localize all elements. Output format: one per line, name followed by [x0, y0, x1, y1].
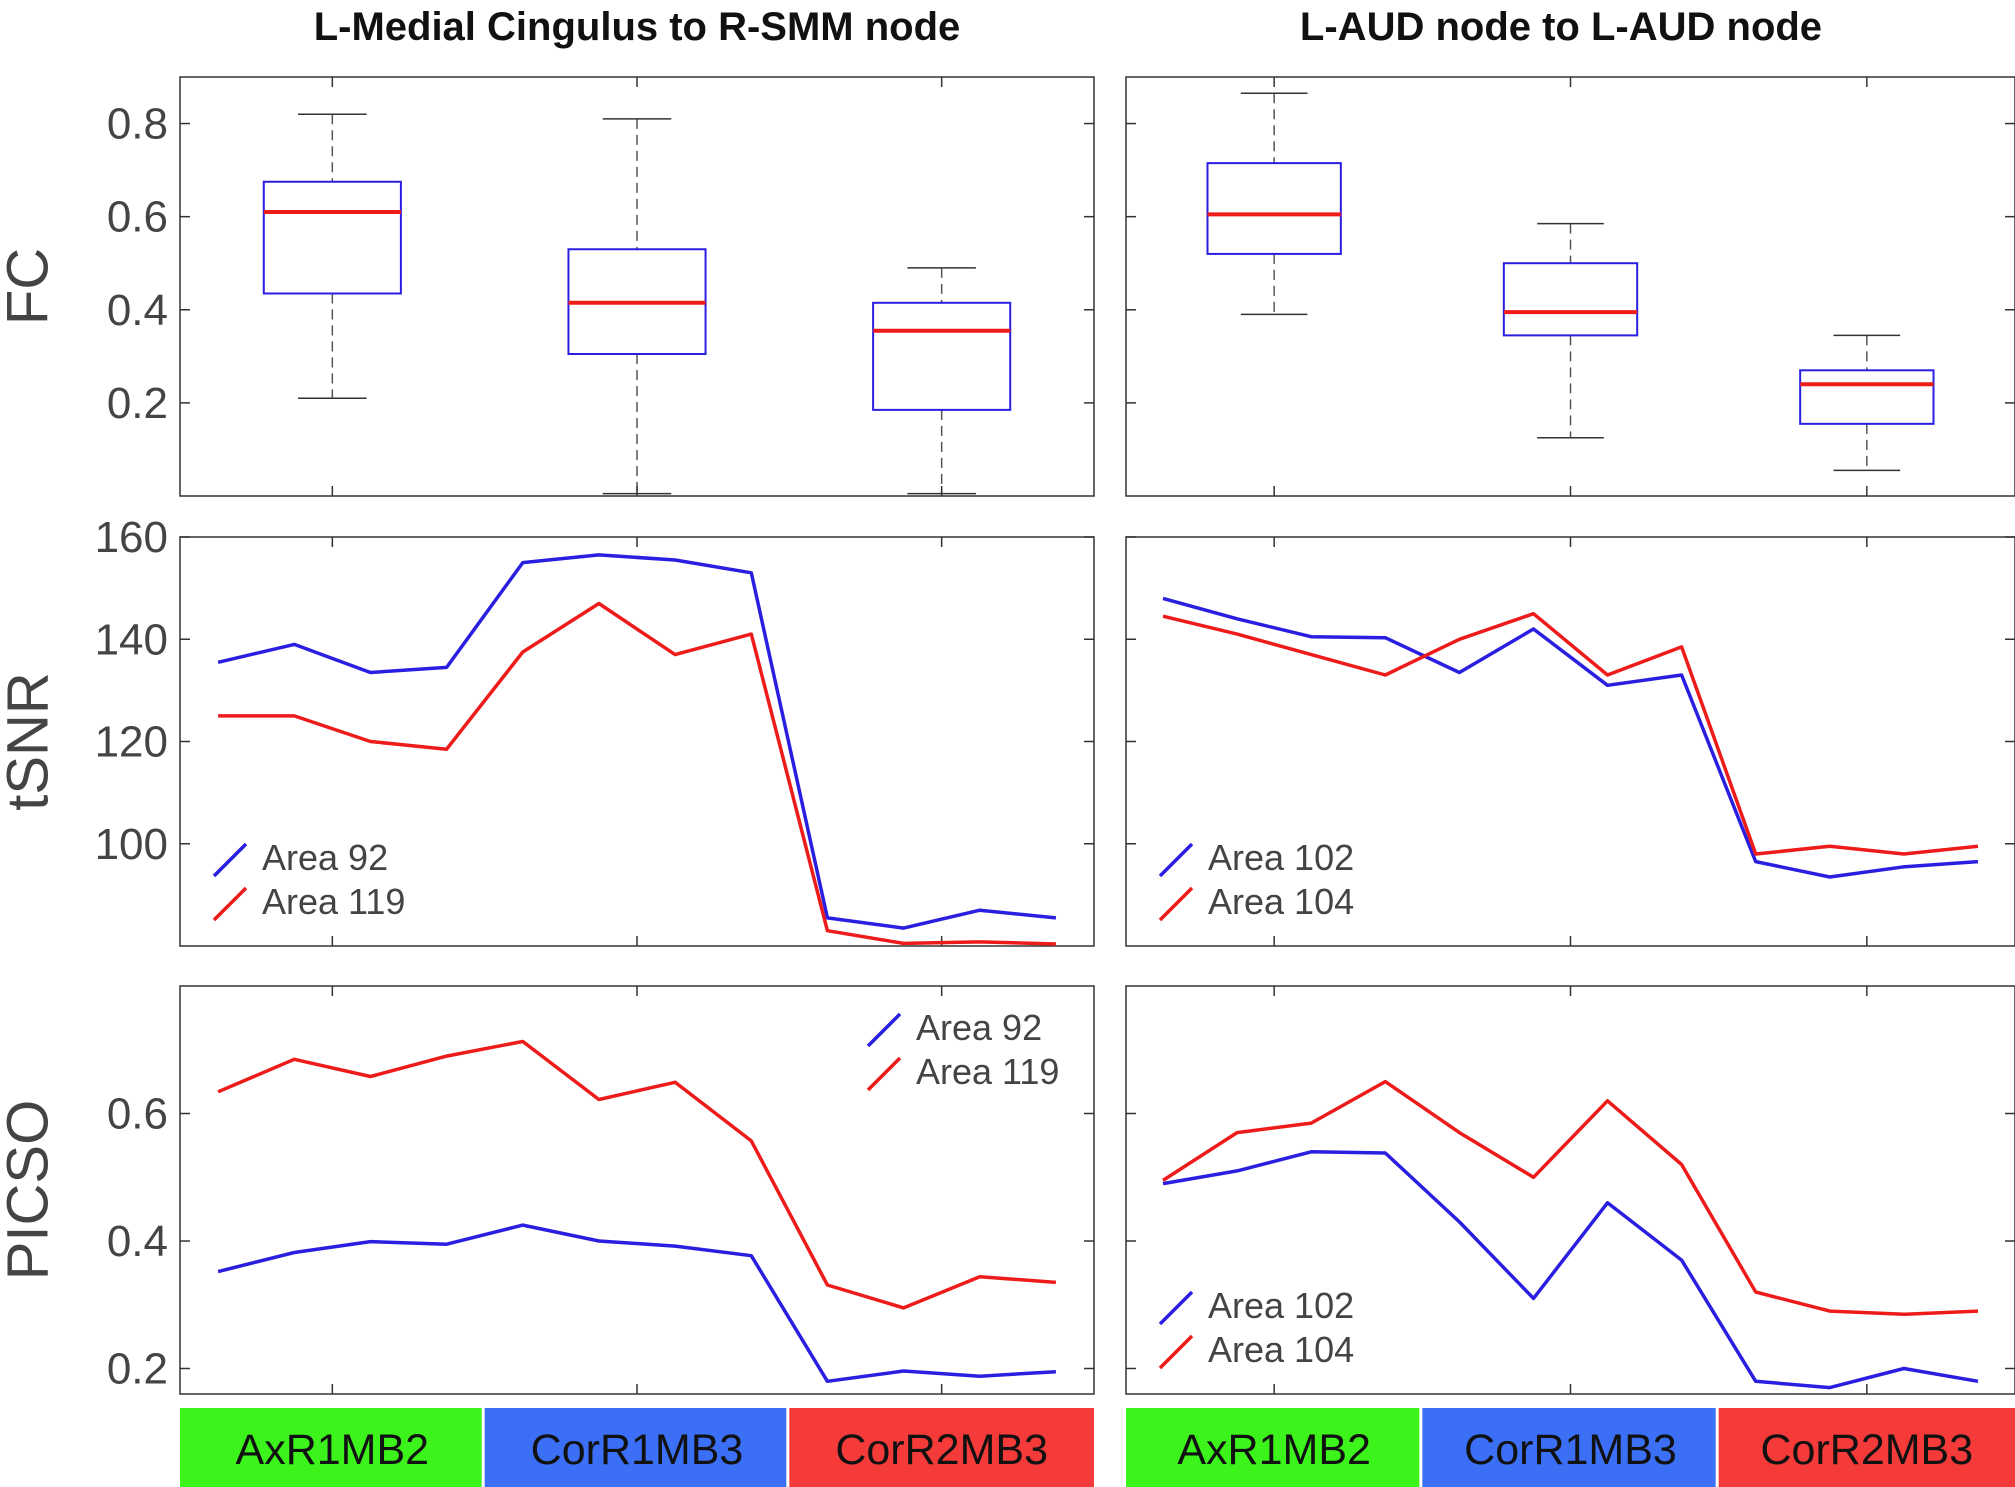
box-iqr	[1799, 369, 1935, 425]
legend-label: Area 102	[1208, 837, 1354, 878]
y-axis-label: FC	[0, 248, 60, 325]
condition-label: AxR1MB2	[1177, 1426, 1371, 1474]
box-2	[1502, 222, 1639, 439]
y-axis-label: PICSO	[0, 1100, 60, 1281]
legend-swatch	[1158, 886, 1194, 922]
legend-swatch	[212, 842, 248, 878]
y-tick-label: 0.6	[107, 1090, 168, 1139]
legend-swatch	[866, 1012, 902, 1048]
condition-label: AxR1MB2	[236, 1426, 430, 1474]
y-tick-label: 160	[95, 513, 168, 562]
condition-bar-left-1	[180, 1408, 482, 1487]
condition-bar-right-2	[1422, 1408, 1716, 1487]
series-line-area-104	[1162, 1079, 1979, 1317]
legend-label: Area 92	[916, 1007, 1042, 1048]
box-1	[262, 113, 402, 399]
legend-label: Area 119	[916, 1051, 1059, 1092]
series-line-area-102	[1162, 596, 1979, 879]
legend-label: Area 102	[1208, 1285, 1354, 1326]
series-line-area-104	[1162, 611, 1979, 856]
y-tick-label: 0.6	[107, 193, 168, 242]
box-3	[872, 267, 1012, 495]
condition-bar-left-3	[789, 1408, 1094, 1487]
right-column-title: L-AUD node to L-AUD node	[1300, 5, 1822, 49]
legend-swatch	[1158, 1290, 1194, 1326]
y-axis-label: tSNR	[0, 672, 60, 811]
box-1	[1206, 92, 1342, 316]
box-iqr	[872, 301, 1012, 411]
series-line-area-102	[1162, 1150, 1979, 1390]
legend-swatch	[1158, 1334, 1194, 1370]
legend-label: Area 104	[1208, 1329, 1354, 1370]
y-tick-label: 0.2	[107, 1345, 168, 1394]
y-tick-label: 0.4	[107, 1217, 168, 1266]
series-line-area-119	[217, 1039, 1057, 1310]
condition-bar-right-3	[1718, 1408, 2015, 1487]
box-2	[567, 118, 707, 495]
legend-swatch	[212, 886, 248, 922]
y-tick-label: 0.2	[107, 379, 168, 428]
condition-label: CorR2MB3	[835, 1426, 1048, 1474]
left-column-title: L-Medial Cingulus to R-SMM node	[314, 5, 961, 49]
legend-swatch	[1158, 842, 1194, 878]
box-iqr	[1206, 162, 1342, 255]
legend-swatch	[866, 1056, 902, 1092]
condition-bars: AxR1MB2 CorR1MB3 CorR2MB3 AxR1MB2 CorR1MB3 Co…	[180, 1408, 2015, 1487]
y-tick-label: 140	[95, 615, 168, 664]
legend-label: Area 92	[262, 837, 388, 878]
series-line-area-92	[217, 553, 1057, 930]
y-tick-label: 0.4	[107, 286, 168, 335]
box-iqr	[262, 180, 402, 295]
legend-label: Area 119	[262, 881, 405, 922]
box-iqr	[1502, 262, 1639, 337]
fc-right-panel	[1125, 76, 2015, 497]
box-3	[1799, 334, 1935, 472]
condition-label: CorR1MB3	[1464, 1426, 1677, 1474]
condition-label: CorR1MB3	[531, 1426, 744, 1474]
y-tick-label: 120	[95, 718, 168, 767]
series-line-area-92	[217, 1223, 1057, 1384]
y-tick-label: 0.8	[107, 100, 168, 149]
y-tick-label: 100	[95, 820, 168, 869]
condition-bar-left-2	[484, 1408, 787, 1487]
fc-left-panel: 0.2 0.4 0.6 0.8 FC	[0, 76, 1095, 497]
series-line-area-119	[218, 601, 1056, 946]
condition-label: CorR2MB3	[1760, 1426, 1973, 1474]
condition-bar-right-1	[1126, 1408, 1420, 1487]
legend-label: Area 104	[1208, 881, 1354, 922]
